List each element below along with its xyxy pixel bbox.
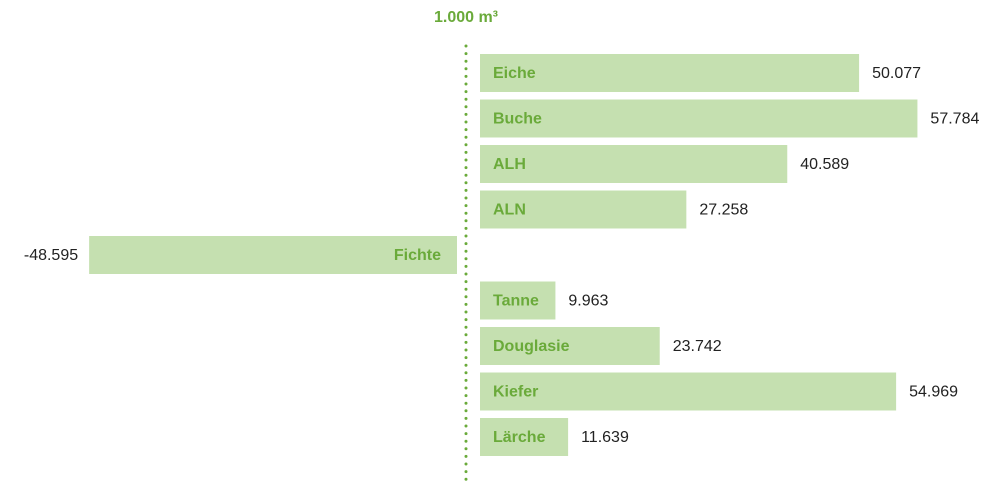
category-label: ALH [493, 156, 526, 173]
category-label: Buche [493, 111, 542, 128]
bar [480, 327, 660, 365]
value-label: 11.639 [581, 429, 629, 446]
bar [480, 281, 556, 320]
bar [480, 190, 687, 229]
value-label: 9.963 [568, 293, 608, 310]
category-label: ALN [493, 202, 526, 219]
category-label: Douglasie [493, 338, 570, 355]
value-label: 54.969 [909, 384, 958, 401]
value-label: 50.077 [872, 65, 921, 82]
value-label: 57.784 [930, 111, 979, 128]
bar [480, 99, 918, 138]
bar [480, 372, 897, 411]
bar [480, 54, 860, 92]
value-label: 40.589 [800, 156, 849, 173]
category-label: Eiche [493, 65, 536, 82]
value-label: 23.742 [673, 338, 722, 355]
bar [480, 145, 788, 183]
category-label: Fichte [394, 247, 441, 264]
category-label: Tanne [493, 293, 539, 310]
value-label: -48.595 [24, 247, 78, 264]
category-label: Kiefer [493, 384, 538, 401]
axis-label: 1.000 m³ [434, 9, 498, 26]
value-label: 27.258 [699, 202, 748, 219]
bar [480, 418, 569, 456]
category-label: Lärche [493, 429, 546, 446]
bar [89, 236, 457, 274]
